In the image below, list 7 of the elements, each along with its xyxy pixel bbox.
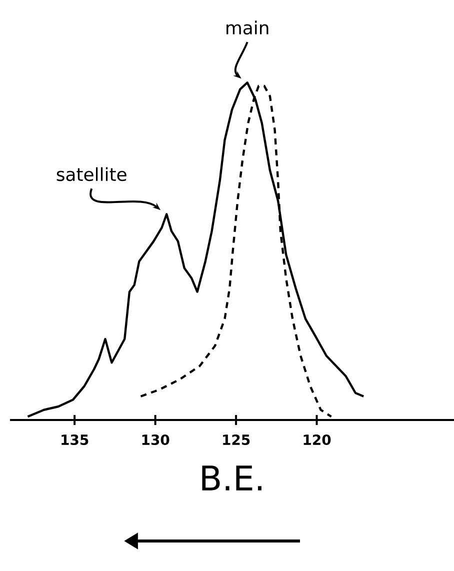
x-axis-title: B.E. [202, 466, 262, 490]
x-tick-label: 120 [304, 434, 331, 446]
annotation: main [226, 20, 268, 35]
x-tick-label: 130 [142, 434, 170, 446]
x-tick-label: 135 [62, 434, 88, 446]
annotation: satellite [56, 167, 126, 182]
x-tick-label: 125 [223, 434, 250, 446]
